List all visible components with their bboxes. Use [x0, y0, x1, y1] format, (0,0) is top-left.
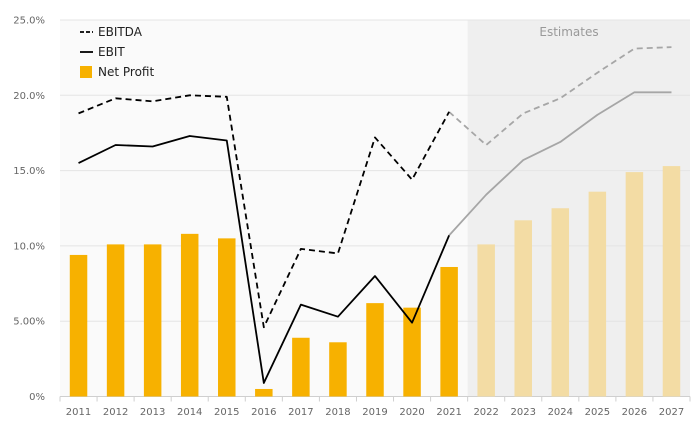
x-tick-label: 2024 — [548, 407, 573, 418]
x-tick-label: 2019 — [362, 407, 387, 418]
y-tick-label: 0% — [29, 392, 45, 403]
x-tick-label: 2023 — [511, 407, 536, 418]
y-tick-label: 25.0% — [13, 16, 45, 27]
y-tick-label: 15.0% — [13, 166, 45, 177]
legend-label-ebit: EBIT — [98, 45, 125, 59]
x-tick-label: 2016 — [251, 407, 276, 418]
net-profit-bar — [69, 254, 88, 397]
net-profit-bar — [440, 266, 458, 397]
net-profit-bar — [366, 303, 384, 397]
net-profit-bar — [255, 388, 273, 397]
net-profit-bar — [403, 307, 421, 397]
estimates-label: Estimates — [539, 25, 598, 39]
net-profit-bar — [143, 244, 162, 397]
x-tick-label: 2026 — [622, 407, 647, 418]
net-profit-bar — [106, 244, 125, 397]
x-tick-label: 2014 — [177, 407, 202, 418]
net-profit-bar — [292, 337, 310, 397]
ebitda-line — [78, 94, 450, 329]
x-tick-label: 2015 — [214, 407, 239, 418]
net-profit-bar — [588, 191, 607, 397]
x-tick-label: 2027 — [659, 407, 684, 418]
net-profit-bar — [477, 244, 495, 397]
ebit-line-estimate — [448, 91, 672, 236]
legend-label-net-profit: Net Profit — [98, 65, 154, 79]
y-tick-label: 10.0% — [13, 241, 45, 252]
legend-label-ebitda: EBITDA — [98, 25, 143, 39]
legend-swatch-net-profit — [80, 66, 92, 78]
x-tick-label: 2013 — [140, 407, 165, 418]
x-tick-label: 2012 — [103, 407, 128, 418]
estimates-region — [467, 20, 690, 397]
x-tick-label: 2025 — [585, 407, 610, 418]
net-profit-bar — [662, 166, 681, 397]
net-profit-bar — [218, 238, 236, 397]
x-tick-label: 2022 — [473, 407, 498, 418]
net-profit-bar — [329, 342, 347, 397]
net-profit-bar — [514, 220, 532, 397]
x-tick-label: 2021 — [436, 407, 461, 418]
net-profit-bar — [551, 208, 570, 397]
y-tick-label: 20.0% — [13, 91, 45, 102]
net-profit-bar — [625, 172, 644, 397]
x-tick-label: 2011 — [66, 407, 91, 418]
y-tick-label: 5.00% — [13, 317, 45, 328]
x-tick-label: 2018 — [325, 407, 350, 418]
x-tick-label: 2020 — [399, 407, 424, 418]
ebit-line — [78, 135, 450, 384]
net-profit-bar — [180, 233, 199, 397]
x-tick-label: 2017 — [288, 407, 313, 418]
